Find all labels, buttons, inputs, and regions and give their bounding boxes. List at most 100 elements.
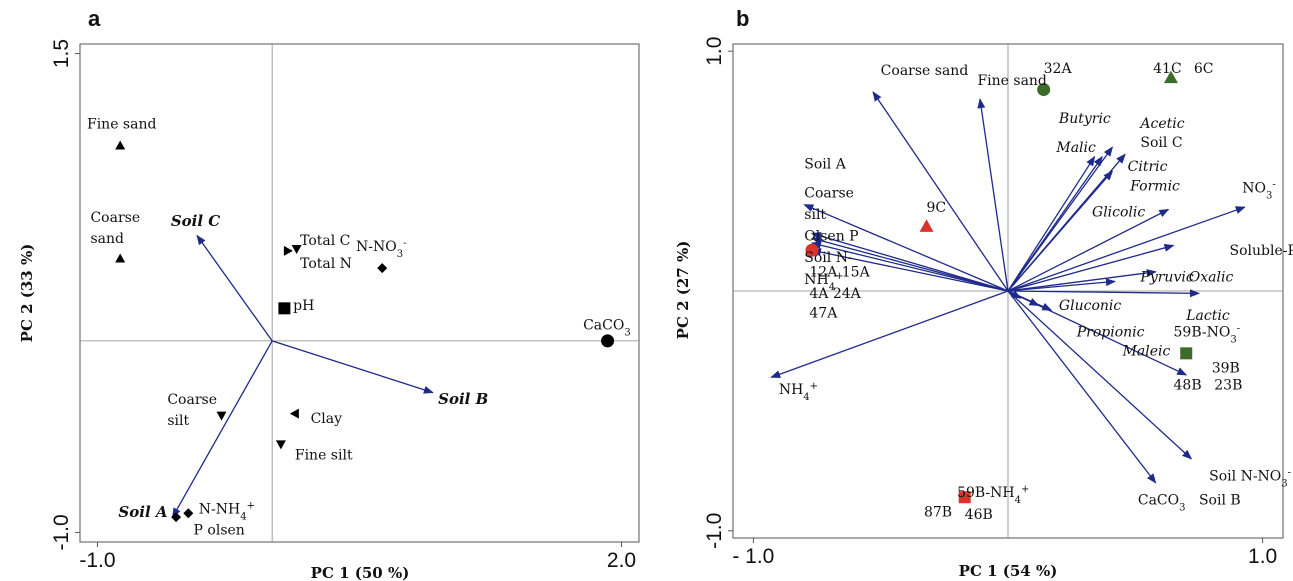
loading-vector-21	[810, 236, 1009, 292]
loading-vector-20	[810, 232, 1009, 292]
loading-vector-2	[1007, 155, 1096, 292]
loading-vector-17	[1007, 290, 1193, 460]
vector-soil-a	[172, 340, 273, 518]
label-no3: NO3-	[1242, 179, 1276, 201]
panel-b: b - 1.0 1.0 1.0 -1.0 Coarse sand Fine sand32…	[674, 6, 1293, 580]
label-malic: Malic	[1055, 140, 1096, 156]
label-coarse-sand: sand	[90, 231, 124, 247]
panel-b-y-axis-label: PC 2 (27 %)	[674, 241, 692, 340]
point-unlabeled-2	[283, 245, 293, 256]
point-coarse-silt	[216, 411, 227, 421]
score-point-4	[1180, 347, 1193, 360]
vector-soil-b	[271, 340, 434, 394]
label-formic: Formic	[1129, 178, 1180, 194]
vector-label-soil-c: Soil C	[171, 212, 220, 230]
label-olsen-p: Olsen P	[804, 229, 858, 245]
label-32a: 32A	[1044, 61, 1073, 77]
score-point-1	[1163, 70, 1178, 84]
vector-label-soil-a: Soil A	[118, 503, 167, 521]
label-soil-b: Soil B	[1199, 492, 1241, 508]
panel-a-y-axis-label: PC 2 (33 %)	[18, 244, 36, 343]
point-n-nh4	[183, 508, 194, 519]
loading-vector-19	[803, 204, 1009, 292]
panel-a-y-tick-label: 1.5	[50, 39, 73, 68]
label-87b: 87B	[924, 504, 952, 520]
label-6c: 6C	[1194, 61, 1214, 77]
label-total-c: Total C	[300, 233, 350, 249]
loading-vector-23	[810, 248, 1009, 292]
label-39b: 39B	[1212, 361, 1240, 377]
loading-vector-7	[1007, 208, 1170, 292]
panel-b-x-axis-label: PC 1 (54 %)	[959, 562, 1058, 580]
loading-vector-10	[1007, 269, 1157, 292]
label-propionic: Propionic	[1076, 325, 1145, 341]
label-caco3: CaCO3	[1138, 492, 1186, 513]
panel-a-letter: a	[88, 6, 101, 31]
label-9c: 9C	[927, 200, 947, 216]
point-total-c	[291, 244, 302, 254]
loading-vector-24	[770, 290, 1009, 379]
label-acetic: Acetic	[1138, 116, 1184, 132]
label-12a-15a: 12A 15A	[809, 265, 870, 281]
label-59b-nh4: 59B-NH4+	[957, 484, 1029, 506]
score-point-5	[958, 491, 971, 504]
label-4a-24a: 4A 24A	[809, 286, 861, 302]
label-lactic: Lactic	[1185, 308, 1230, 324]
panel-a-x-tick-label: 2.0	[607, 549, 636, 572]
label-47a: 47A	[809, 305, 838, 321]
panel-a-x-tick-label: -1.0	[79, 549, 115, 572]
label-59b-no3: 59B-NO3-	[1174, 323, 1241, 345]
label-fine-silt: Fine silt	[295, 448, 353, 464]
label-soil-c: Soil C	[1140, 135, 1182, 151]
label-gluconic: Gluconic	[1059, 298, 1121, 314]
label-nh4: NH4+	[779, 381, 818, 403]
label-fine-sand: Fine sand	[977, 73, 1046, 89]
label-soil-n-no3: Soil N-NO3-	[1209, 467, 1291, 489]
loading-vector-8	[1007, 206, 1246, 292]
label-coarse-sand: Coarse	[90, 210, 140, 226]
label-46b: 46B	[965, 507, 993, 523]
label-pyruvic: Pyruvic	[1139, 269, 1193, 285]
point-fine-sand	[115, 140, 126, 150]
loading-vector-18	[1007, 290, 1157, 484]
panel-b-y-tick-label: -1.0	[703, 513, 726, 549]
score-point-2	[919, 219, 934, 232]
point-coarse-sand	[115, 253, 126, 263]
point-unlabeled-11	[171, 512, 182, 523]
panel-b-x-tick-label: - 1.0	[732, 545, 774, 568]
label-coarse-silt: silt	[167, 413, 189, 429]
panel-a: a -1.0 2.0 1.5 -1.0 Fine sand Coarse sand Tota…	[18, 6, 640, 581]
label-41c: 41C	[1153, 61, 1182, 77]
label-p-olsen: P olsen	[194, 522, 245, 538]
label-ph: pH	[293, 298, 314, 314]
loading-vector-9	[1007, 243, 1175, 292]
label-clay: Clay	[311, 411, 343, 427]
label-fine-sand: Fine sand	[87, 116, 156, 132]
score-point-0	[1037, 83, 1051, 97]
panel-a-y-tick-label: -1.0	[50, 514, 73, 550]
label-maleic: Maleic	[1122, 344, 1171, 360]
label-48b: 48B	[1174, 377, 1202, 393]
point-ph	[278, 302, 291, 315]
label-soil-n: Soil N-	[804, 250, 853, 266]
label-total-n: Total N	[300, 256, 352, 272]
loading-vector-12	[1007, 289, 1200, 298]
label-soluble-p: Soluble-P	[1230, 243, 1293, 259]
vector-label-soil-b: Soil B	[438, 390, 488, 408]
loading-vector-6	[1007, 170, 1114, 292]
loading-vector-16	[1007, 290, 1188, 376]
loading-vector-22	[810, 241, 1009, 292]
panel-b-x-tick-label: 1.0	[1248, 545, 1277, 568]
panel-b-y-tick-label: 1.0	[703, 37, 726, 66]
label-23b: 23B	[1214, 377, 1242, 393]
point-clay	[289, 408, 299, 419]
label-silt: silt	[804, 207, 826, 223]
label-caco3: CaCO3	[583, 317, 631, 338]
loading-vector-11	[1007, 278, 1116, 292]
label-glicolic: Glicolic	[1092, 205, 1145, 221]
loading-vector-0	[872, 91, 1009, 292]
loading-vector-4	[1007, 146, 1113, 292]
point-fine-silt	[275, 440, 286, 450]
point-n-no3	[377, 263, 388, 274]
